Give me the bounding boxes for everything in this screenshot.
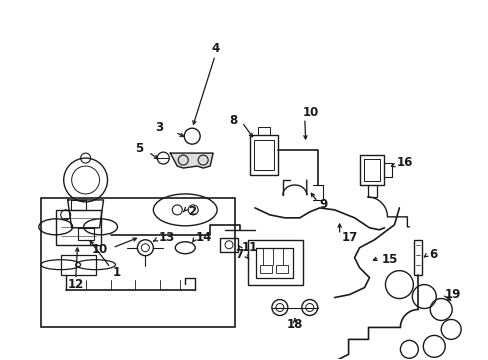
Text: 15: 15 (381, 253, 397, 266)
Text: 11: 11 (242, 241, 258, 254)
Bar (71, 200, 85, 210)
Text: 6: 6 (428, 248, 437, 261)
Bar (61, 255, 95, 275)
Bar (413, 240, 422, 275)
Text: 12: 12 (67, 278, 83, 291)
Text: 10: 10 (91, 243, 107, 256)
Bar (253, 140, 273, 170)
Text: 19: 19 (443, 288, 460, 301)
Bar (247, 240, 302, 285)
Text: 5: 5 (135, 141, 143, 155)
Bar (258, 127, 269, 135)
Bar (41, 198, 235, 328)
Text: 3: 3 (155, 121, 163, 134)
Bar (56, 210, 101, 245)
Text: 18: 18 (286, 318, 303, 331)
Text: 4: 4 (210, 42, 219, 55)
Bar (275, 265, 287, 273)
Polygon shape (170, 153, 213, 168)
Text: 16: 16 (396, 156, 412, 168)
Bar (260, 265, 271, 273)
Text: 13: 13 (158, 231, 174, 244)
Text: 7: 7 (234, 248, 243, 261)
Bar (220, 238, 238, 252)
Bar (249, 135, 277, 175)
Text: 9: 9 (319, 198, 327, 211)
Text: 14: 14 (196, 231, 212, 244)
Text: 17: 17 (341, 231, 357, 244)
Text: 10: 10 (302, 106, 318, 119)
Text: 1: 1 (112, 266, 121, 279)
Text: 2: 2 (188, 205, 196, 219)
Text: 8: 8 (228, 114, 237, 127)
